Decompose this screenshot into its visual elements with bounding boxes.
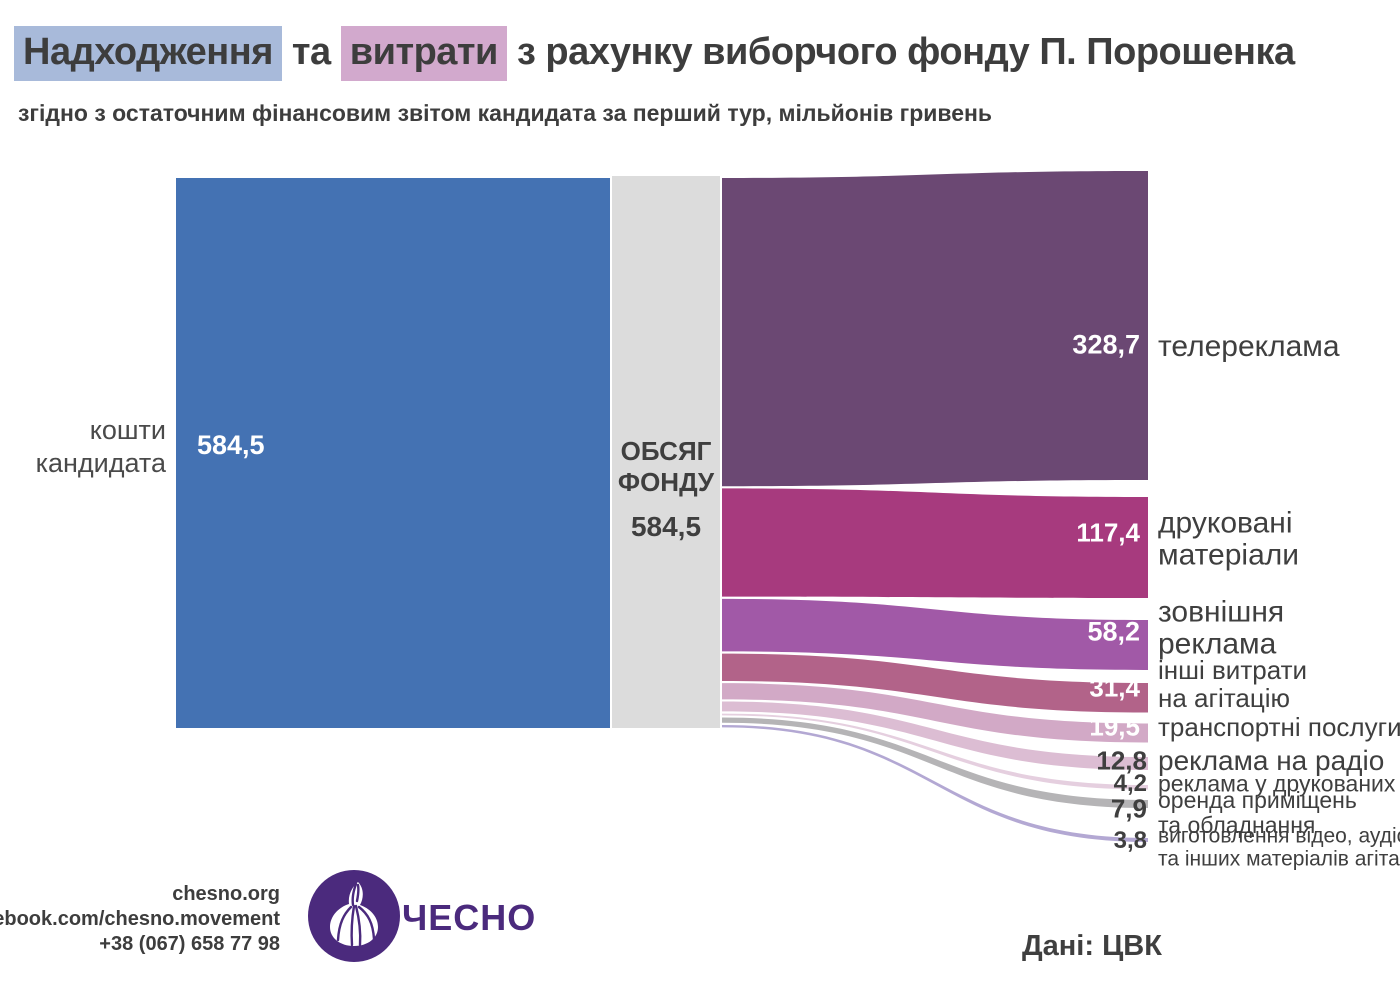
chesno-logo-text: ЧЕСНО <box>402 897 537 938</box>
flow-label-1: телереклама <box>1158 329 1340 363</box>
flow-ribbon-4 <box>722 653 1148 713</box>
flow-label-3: зовнішня реклама <box>1158 595 1285 661</box>
fund-column-text: ОБСЯГ ФОНДУ 584,5 <box>612 436 720 542</box>
page-title: Надходження та витрати з рахунку виборчо… <box>14 26 1295 81</box>
flow-ribbon-1 <box>722 171 1148 487</box>
source-node-label: кошти кандидата <box>35 415 166 478</box>
facebook-link: facebook.com/chesno.movement <box>0 908 280 930</box>
website-link: chesno.org <box>172 883 280 905</box>
flow-ribbon-9 <box>722 724 1148 842</box>
flow-label-2: друковані матеріали <box>1158 506 1300 572</box>
flow-value-9: 3,8 <box>1113 827 1147 854</box>
fund-label-line1: ОБСЯГ <box>620 436 712 466</box>
flow-value-1: 328,7 <box>1072 329 1140 360</box>
title-highlight-blue: Надходження <box>14 26 282 81</box>
flow-ribbon-5 <box>722 683 1148 743</box>
flow-label-8: оренда приміщень та обладнання <box>1158 787 1357 838</box>
flow-label-5: транспортні послуги <box>1158 711 1400 742</box>
flow-label-9: виготовлення відео, аудіо та інших матер… <box>1158 824 1400 870</box>
page-subtitle: згідно з остаточним фінансовим звітом ка… <box>18 100 993 126</box>
flow-value-5: 19,5 <box>1089 711 1140 742</box>
flow-label-7: реклама у друкованих ЗМІ <box>1158 770 1396 797</box>
flow-value-3: 58,2 <box>1087 616 1140 647</box>
data-source-credit: Дані: ЦВК <box>1022 930 1162 962</box>
chesno-garlic-logo-icon <box>308 870 400 962</box>
flow-value-6: 12,8 <box>1096 745 1147 776</box>
title-text: та <box>281 31 341 73</box>
fund-label-line2: ФОНДУ <box>617 467 715 497</box>
flow-ribbon-8 <box>722 717 1148 808</box>
source-bar-value: 584,5 <box>197 430 265 460</box>
fund-value: 584,5 <box>630 511 702 542</box>
title-highlight-pink: витрати <box>340 26 507 81</box>
flow-label-6: реклама на радіо <box>1158 744 1385 776</box>
flow-value-2: 117,4 <box>1076 517 1140 548</box>
fund-column <box>612 176 720 728</box>
contact-block: chesno.org facebook.com/chesno.movement … <box>0 882 280 957</box>
flow-value-7: 4,2 <box>1113 770 1147 797</box>
title-text: з рахунку виборчого фонду П. Порошенка <box>506 31 1295 73</box>
flow-ribbon-3 <box>722 598 1148 670</box>
flow-label-4: інші витрати на агітацію <box>1158 654 1308 713</box>
flow-ribbon-6 <box>722 701 1148 770</box>
source-bar <box>176 178 610 728</box>
phone-number: +38 (067) 658 77 98 <box>99 933 280 955</box>
flow-ribbon-7 <box>722 713 1148 790</box>
flow-value-8: 7,9 <box>1110 793 1147 824</box>
flow-ribbon-2 <box>722 488 1148 598</box>
flow-value-4: 31,4 <box>1089 672 1140 703</box>
